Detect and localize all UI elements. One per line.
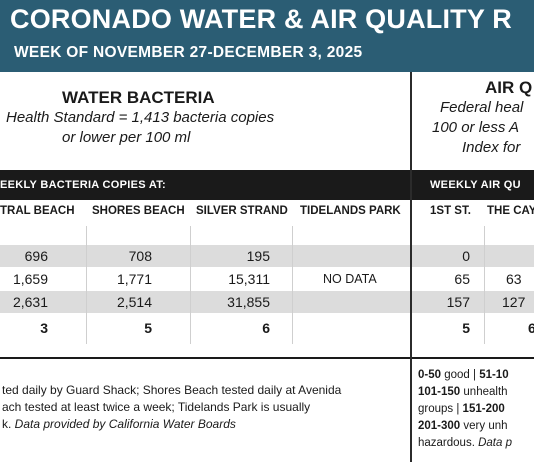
air-standard-line1: Federal heal xyxy=(440,99,524,116)
table-cell-total: 6 xyxy=(262,320,270,336)
table-cell: 1,659 xyxy=(12,271,48,287)
aqi-range: 0-50 xyxy=(418,369,442,381)
aqi-range: 101-150 xyxy=(418,386,461,398)
water-band xyxy=(0,170,410,200)
air-row-shade-2 xyxy=(412,291,534,313)
water-row-shade-1 xyxy=(0,245,410,267)
water-note-line1: ted daily by Guard Shack; Shores Beach t… xyxy=(2,383,342,397)
header-banner: CORONADO WATER & AIR QUALITY R WEEK OF N… xyxy=(0,0,534,72)
table-cell-total: 3 xyxy=(40,320,48,336)
table-cell: 127 xyxy=(502,294,526,310)
table-cell-total: 6 xyxy=(528,320,534,336)
water-standard-line1: Health Standard = 1,413 bacteria copies xyxy=(6,109,275,126)
aqi-text: good | xyxy=(441,369,480,381)
col-header-silver-strand: SILVER STRAND xyxy=(196,205,288,217)
no-data-label: NO DATA xyxy=(323,272,377,286)
aqi-text: very unh xyxy=(460,420,508,432)
water-band-label: EEKLY BACTERIA COPIES AT: xyxy=(0,179,167,191)
air-band xyxy=(412,170,534,200)
water-note-line3-text: k. xyxy=(2,417,15,431)
col-separator xyxy=(190,226,191,344)
table-cell-total: 5 xyxy=(144,320,152,336)
aqi-text: unhealth xyxy=(460,386,508,398)
table-cell: 65 xyxy=(454,271,470,287)
table-cell: 2,631 xyxy=(12,294,48,310)
table-cell: 1,771 xyxy=(116,271,152,287)
table-cell: 15,311 xyxy=(228,271,270,287)
water-bottom-rule xyxy=(0,357,410,359)
air-standard-line2: 100 or less A xyxy=(432,119,519,136)
air-bottom-rule xyxy=(412,357,534,359)
water-note-line3: k. Data provided by California Water Boa… xyxy=(2,416,236,432)
aqi-range: 51-10 xyxy=(479,369,509,381)
col-header-shores-beach: SHORES BEACH xyxy=(92,205,185,217)
table-cell: 2,514 xyxy=(116,294,152,310)
aqi-legend-line3: groups | 151-200 xyxy=(418,401,505,418)
aqi-text: groups | xyxy=(418,403,463,415)
col-separator xyxy=(484,226,485,344)
aqi-range: 201-300 xyxy=(418,420,461,432)
air-quality-heading: AIR Q xyxy=(485,78,533,97)
table-cell: 708 xyxy=(128,248,152,264)
table-cell: 63 xyxy=(506,271,522,287)
table-cell: 31,855 xyxy=(227,294,270,310)
table-cell: 157 xyxy=(446,294,470,310)
air-source-credit: Data p xyxy=(478,437,512,449)
water-source-credit: Data provided by California Water Boards xyxy=(14,417,236,431)
table-cell: 0 xyxy=(462,248,470,264)
aqi-legend-line1: 0-50 good | 51-10 xyxy=(418,367,509,384)
section-divider xyxy=(410,72,412,462)
table-cell: 195 xyxy=(246,248,270,264)
aqi-legend-line4: 201-300 very unh xyxy=(418,418,508,435)
table-cell: 696 xyxy=(24,248,48,264)
air-band-label: WEEKLY AIR QU xyxy=(430,179,521,191)
aqi-legend-line5: hazardous. Data p xyxy=(418,435,512,452)
week-subtitle: WEEK OF NOVEMBER 27-DECEMBER 3, 2025 xyxy=(14,44,363,61)
water-row-shade-2 xyxy=(0,291,410,313)
water-bacteria-heading: WATER BACTERIA xyxy=(62,88,215,107)
col-separator xyxy=(292,226,293,344)
aqi-range: 151-200 xyxy=(462,403,505,415)
aqi-legend-line2: 101-150 unhealth xyxy=(418,384,508,401)
air-standard-line3: Index for xyxy=(462,139,521,156)
col-header-central-beach: TRAL BEACH xyxy=(0,205,75,217)
aqi-text: hazardous. xyxy=(418,437,479,449)
air-row-shade-1 xyxy=(412,245,534,267)
col-separator xyxy=(86,226,87,344)
page-title: CORONADO WATER & AIR QUALITY R xyxy=(10,4,512,34)
col-header-first-st: 1ST ST. xyxy=(430,205,471,217)
col-header-tidelands-park: TIDELANDS PARK xyxy=(300,205,401,217)
water-note-line2: ach tested at least twice a week; Tidela… xyxy=(2,400,311,414)
col-header-the-cays: THE CAY xyxy=(487,205,534,217)
table-cell-total: 5 xyxy=(462,320,470,336)
water-standard-line2: or lower per 100 ml xyxy=(62,129,191,146)
